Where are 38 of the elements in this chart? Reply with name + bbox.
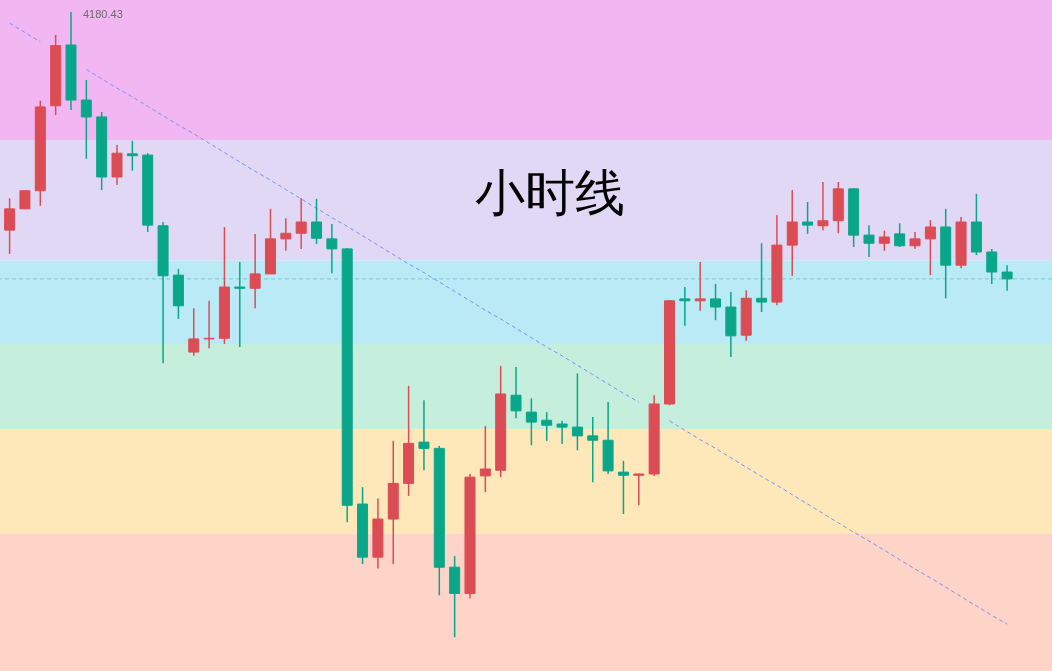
candlestick xyxy=(863,224,875,258)
candlestick xyxy=(295,197,307,250)
candlestick xyxy=(694,261,706,312)
candlestick xyxy=(786,189,798,277)
candlestick xyxy=(4,197,16,255)
candlestick xyxy=(510,366,522,420)
candlestick xyxy=(525,397,537,446)
candlestick xyxy=(817,181,829,231)
candlestick xyxy=(326,223,338,275)
candlestick xyxy=(111,144,123,186)
candlestick xyxy=(679,286,691,327)
candlestick xyxy=(126,139,138,172)
candlestick xyxy=(571,372,583,451)
annotation: 4180.43 xyxy=(82,7,123,20)
candlestick xyxy=(710,283,722,321)
text: 小时线 xyxy=(475,164,625,222)
candlestick xyxy=(802,201,814,235)
candlestick xyxy=(280,217,292,252)
candlestick xyxy=(249,233,261,310)
candlestick xyxy=(479,425,491,493)
candlestick xyxy=(556,420,568,445)
candlestick xyxy=(188,307,200,357)
candlestick xyxy=(234,261,246,348)
candlestick xyxy=(541,411,553,442)
candlestick xyxy=(924,219,936,276)
candlestick xyxy=(633,472,645,507)
candlestick xyxy=(878,230,890,252)
candlestick xyxy=(203,300,215,350)
candlestick xyxy=(986,248,998,285)
candlestick xyxy=(894,222,906,248)
candlestick xyxy=(1001,264,1013,292)
candlestick xyxy=(587,416,599,483)
candlestick xyxy=(617,460,629,515)
candlestick xyxy=(80,79,92,160)
candlestick xyxy=(418,399,430,472)
candlestick xyxy=(19,190,31,210)
candlestick xyxy=(311,198,323,245)
candlestick xyxy=(756,242,768,313)
